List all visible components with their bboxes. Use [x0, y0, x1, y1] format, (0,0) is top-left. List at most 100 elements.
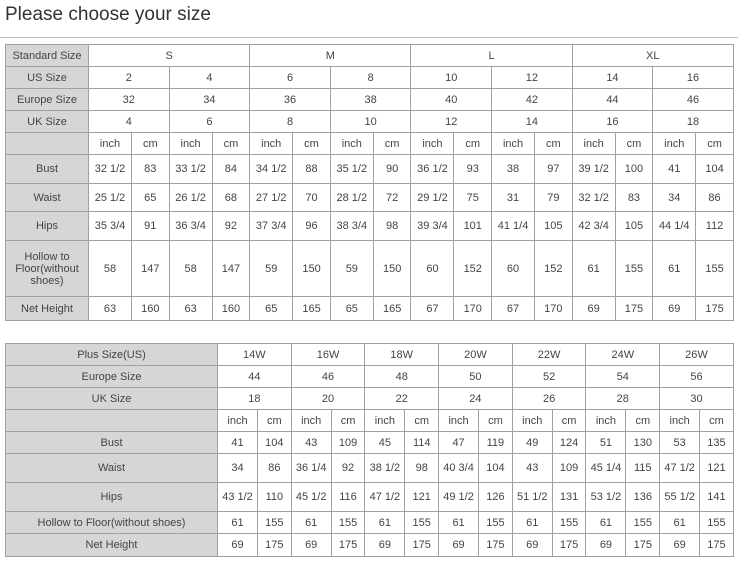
measure-cell: 34 [652, 183, 697, 212]
measure-cell: 58 [168, 240, 213, 297]
size-row: Plus Size(US) 14W 16W 18W 20W 22W 24W 26W [5, 343, 734, 366]
size-cell: 46 [652, 88, 734, 111]
size-row: US Size 2 4 6 8 10 12 14 16 [5, 66, 734, 89]
measure-cell: 49 [511, 431, 553, 454]
measure-cell: 45 1/4 [585, 453, 627, 483]
row-label: Waist [5, 453, 218, 483]
size-cell: 42 [491, 88, 573, 111]
unit-cell: cm [695, 132, 734, 155]
unit-cell: cm [211, 132, 251, 155]
unit-row: inch cm inch cm inch cm inch cm inch cm inch cm inch… [5, 132, 734, 155]
measure-cell: 41 [652, 154, 697, 184]
measure-cell: 41 [217, 431, 258, 454]
size-cell: 14W [217, 343, 292, 366]
measure-cell: 43 [511, 453, 553, 483]
measure-cell: 104 [478, 453, 513, 483]
measure-cell: 104 [257, 431, 292, 454]
measure-row: Bust 41 104 43 109 45 114 47 119 49 124 51 130 53 135 [5, 431, 734, 454]
size-cell: 14 [571, 66, 654, 89]
measure-cell: 40 3/4 [438, 453, 480, 483]
unit-cell: cm [625, 409, 661, 432]
unit-cell: inch [217, 409, 258, 432]
row-label [5, 409, 218, 432]
measure-cell: 121 [699, 453, 734, 483]
size-cell: 40 [410, 88, 493, 111]
measure-cell: 93 [453, 154, 493, 184]
measure-cell: 69 [364, 533, 406, 557]
measure-cell: 147 [131, 240, 170, 297]
measure-cell: 68 [211, 183, 251, 212]
measure-row: Net Height 63 160 63 160 65 165 65 165 67 170 67 170… [5, 296, 734, 321]
measure-cell: 83 [614, 183, 654, 212]
size-cell: 18 [217, 387, 292, 410]
measure-cell: 61 [585, 511, 627, 534]
measure-cell: 47 [438, 431, 480, 454]
measure-cell: 67 [491, 296, 536, 321]
measure-cell: 136 [625, 482, 661, 512]
size-cell: 10 [410, 66, 493, 89]
row-label: US Size [5, 66, 89, 89]
measure-row: Waist 25 1/2 65 26 1/2 68 27 1/2 70 28 1/2 72 29 … [5, 183, 734, 212]
row-label: Bust [5, 154, 89, 184]
measure-cell: 29 1/2 [410, 183, 455, 212]
measure-cell: 47 1/2 [659, 453, 701, 483]
measure-cell: 155 [478, 511, 513, 534]
size-cell: 36 [249, 88, 331, 111]
measure-cell: 155 [551, 511, 587, 534]
measure-cell: 135 [699, 431, 734, 454]
measure-cell: 58 [88, 240, 132, 297]
divider [0, 37, 738, 38]
measure-cell: 47 1/2 [364, 482, 406, 512]
measure-cell: 36 1/2 [410, 154, 455, 184]
unit-cell: inch [249, 132, 294, 155]
measure-cell: 38 1/2 [364, 453, 406, 483]
size-cell: 18W [364, 343, 440, 366]
size-cell: 20W [438, 343, 513, 366]
measure-cell: 51 [585, 431, 627, 454]
measure-cell: 110 [257, 482, 292, 512]
measure-row: Hips 43 1/2 110 45 1/2 116 47 1/2 121 49 1/2 126… [5, 482, 734, 512]
size-cell: 12 [491, 66, 573, 89]
measure-row: Hollow to Floor(without shoes) 61 155 61 155… [5, 511, 734, 534]
measure-cell: 86 [257, 453, 292, 483]
measure-cell: 101 [453, 211, 493, 241]
size-cell: 12 [410, 110, 493, 133]
measure-cell: 67 [410, 296, 455, 321]
measure-cell: 38 3/4 [329, 211, 374, 241]
measure-cell: 43 [290, 431, 332, 454]
unit-cell: inch [438, 409, 480, 432]
measure-cell: 65 [329, 296, 374, 321]
measure-cell: 69 [438, 533, 480, 557]
measure-cell: 175 [257, 533, 292, 557]
size-cell: 32 [88, 88, 170, 111]
size-cell: 44 [571, 88, 654, 111]
size-cell: 4 [168, 66, 251, 89]
measure-cell: 124 [551, 431, 587, 454]
measure-cell: 25 1/2 [88, 183, 132, 212]
measure-cell: 155 [695, 240, 734, 297]
measure-cell: 61 [571, 240, 616, 297]
measure-cell: 175 [404, 533, 440, 557]
measure-cell: 44 1/4 [652, 211, 697, 241]
measure-cell: 160 [131, 296, 170, 321]
measure-cell: 130 [625, 431, 661, 454]
measure-cell: 160 [211, 296, 251, 321]
measure-cell: 98 [404, 453, 440, 483]
measure-cell: 35 1/2 [329, 154, 374, 184]
unit-cell: cm [372, 132, 412, 155]
measure-cell: 152 [534, 240, 573, 297]
measure-cell: 115 [625, 453, 661, 483]
size-cell: 26W [659, 343, 734, 366]
unit-cell: inch [659, 409, 701, 432]
header-row: Standard Size S M L XL [5, 44, 734, 67]
row-label: Waist [5, 183, 89, 212]
measure-cell: 69 [511, 533, 553, 557]
size-cell: 20 [290, 387, 366, 410]
row-label: Hips [5, 211, 89, 241]
measure-cell: 155 [257, 511, 292, 534]
measure-cell: 121 [404, 482, 440, 512]
size-cell: 22 [364, 387, 440, 410]
size-cell: 8 [329, 66, 412, 89]
measure-cell: 49 1/2 [438, 482, 480, 512]
measure-cell: 150 [372, 240, 412, 297]
